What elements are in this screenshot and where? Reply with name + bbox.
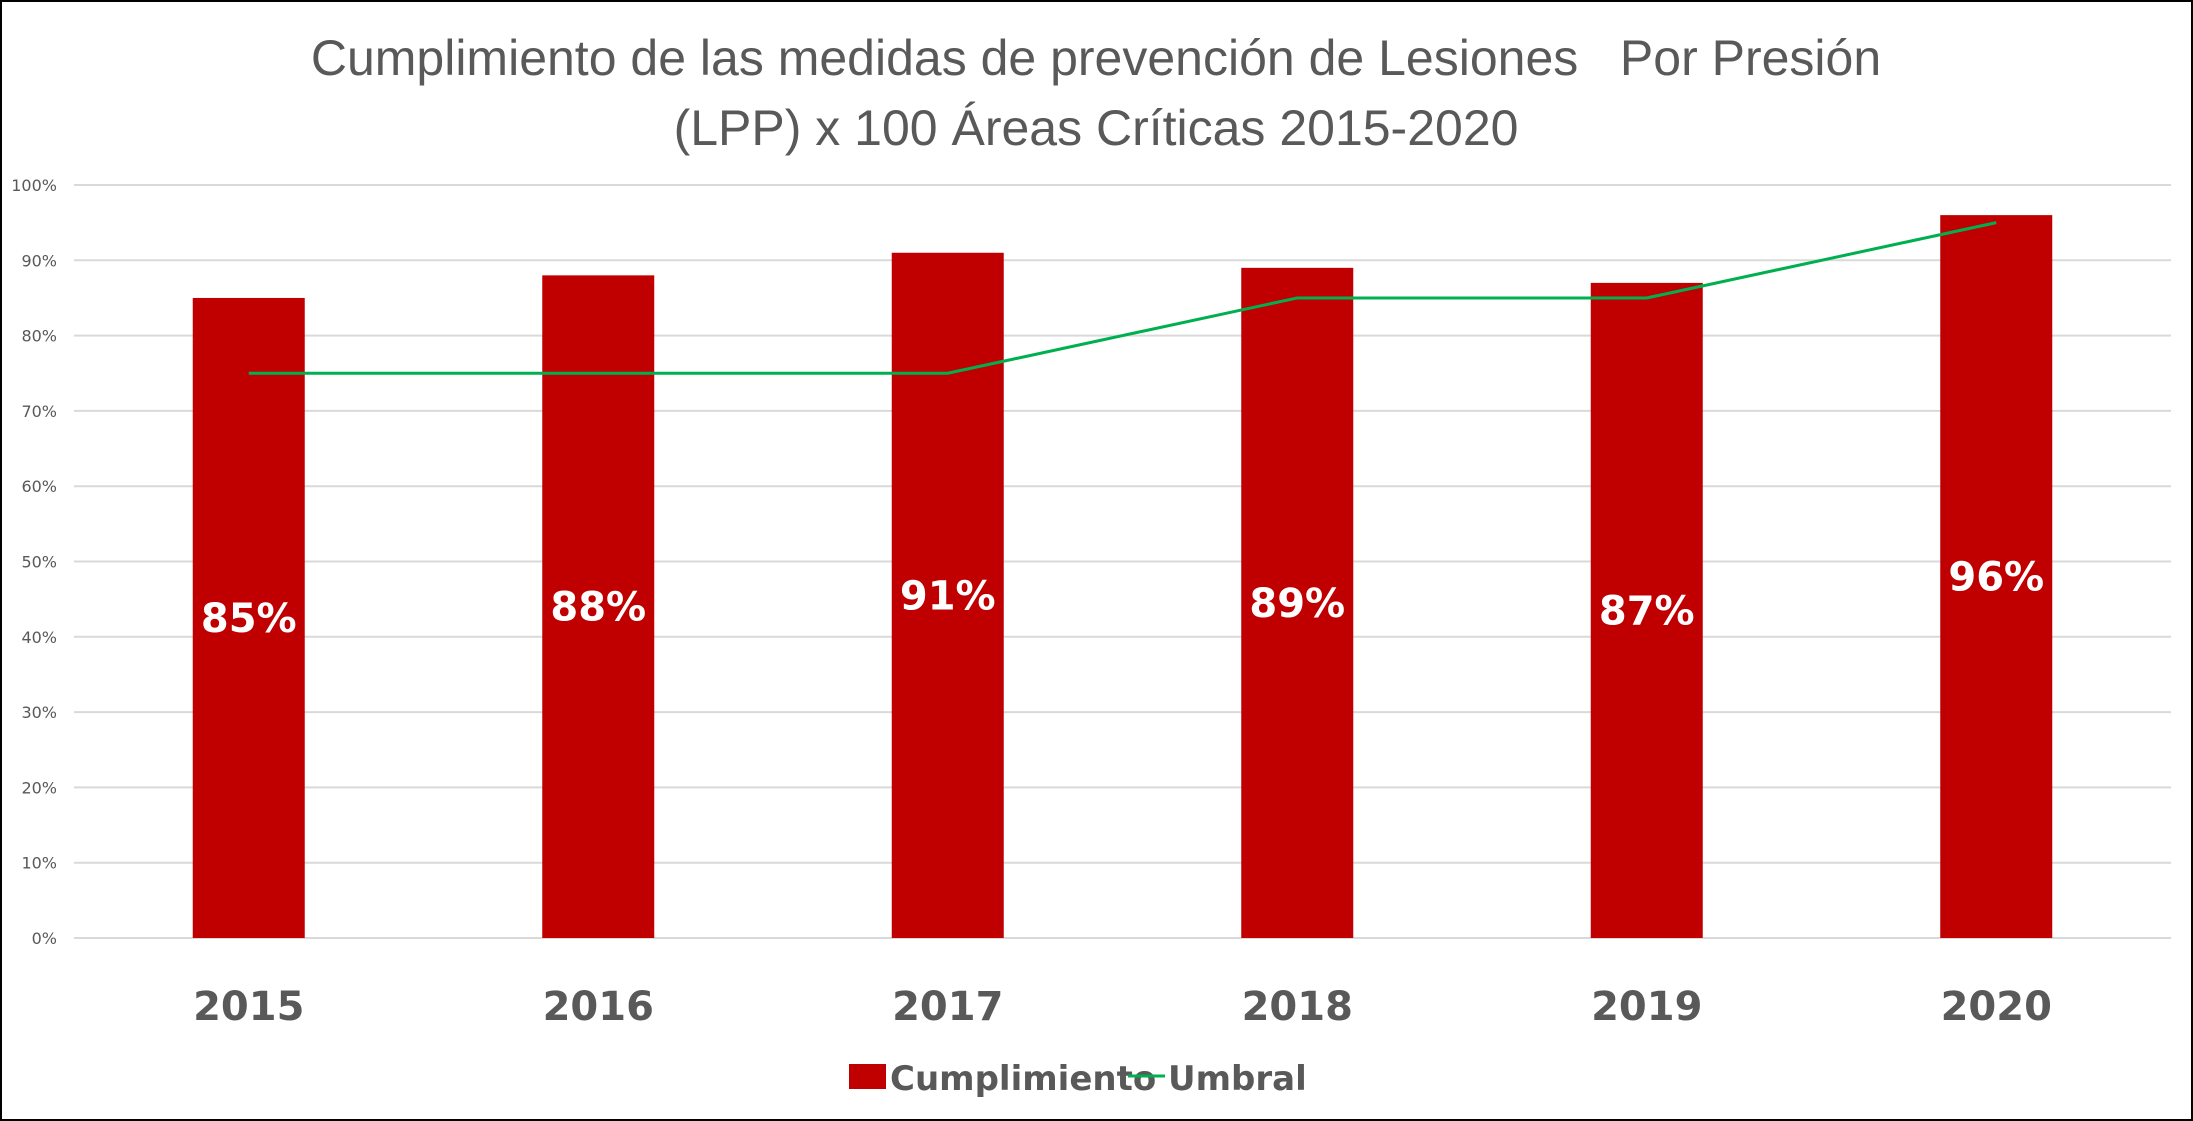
data-label-2018: 89% bbox=[1249, 581, 1345, 627]
legend-label-cumplimiento: Cumplimiento bbox=[890, 1059, 1156, 1099]
data-label-2019: 87% bbox=[1599, 588, 1695, 634]
y-tick-label: 20% bbox=[21, 778, 57, 797]
line-umbral bbox=[248, 221, 1997, 375]
data-label-2016: 88% bbox=[550, 585, 646, 631]
x-tick-label: 2019 bbox=[1591, 984, 1702, 1030]
legend: Cumplimiento Umbral bbox=[849, 1059, 1307, 1099]
x-tick-label: 2018 bbox=[1242, 984, 1353, 1030]
y-tick-label: 60% bbox=[21, 477, 57, 496]
y-tick-label: 70% bbox=[21, 402, 57, 421]
bar-2017 bbox=[891, 252, 1004, 938]
y-tick-label: 40% bbox=[21, 628, 57, 647]
bar-2020 bbox=[1940, 215, 2053, 938]
y-tick-label: 0% bbox=[32, 929, 57, 948]
x-tick-label: 2016 bbox=[543, 984, 654, 1030]
bar-2018 bbox=[1241, 267, 1354, 939]
data-label-2015: 85% bbox=[201, 596, 297, 642]
y-tick-label: 100% bbox=[11, 176, 57, 195]
bar-2019 bbox=[1590, 282, 1703, 938]
x-tick-label: 2020 bbox=[1941, 984, 2052, 1030]
bar-2015 bbox=[192, 297, 305, 938]
x-tick-label: 2015 bbox=[193, 984, 304, 1030]
x-tick-label: 2017 bbox=[892, 984, 1003, 1030]
legend-swatch-cumplimiento bbox=[849, 1064, 886, 1089]
chart-title-line-1: Cumplimiento de las medidas de prevenció… bbox=[311, 30, 1881, 86]
chart-title-line-2: (LPP) x 100 Áreas Críticas 2015-2020 bbox=[674, 100, 1519, 156]
data-label-2020: 96% bbox=[1948, 555, 2044, 601]
legend-label-umbral: Umbral bbox=[1168, 1059, 1307, 1099]
y-tick-label: 10% bbox=[21, 854, 57, 873]
y-tick-label: 80% bbox=[21, 327, 57, 346]
y-tick-label: 90% bbox=[21, 251, 57, 270]
bar-2016 bbox=[542, 275, 655, 938]
y-tick-label: 30% bbox=[21, 703, 57, 722]
y-tick-label: 50% bbox=[21, 553, 57, 572]
data-label-2017: 91% bbox=[900, 573, 996, 619]
